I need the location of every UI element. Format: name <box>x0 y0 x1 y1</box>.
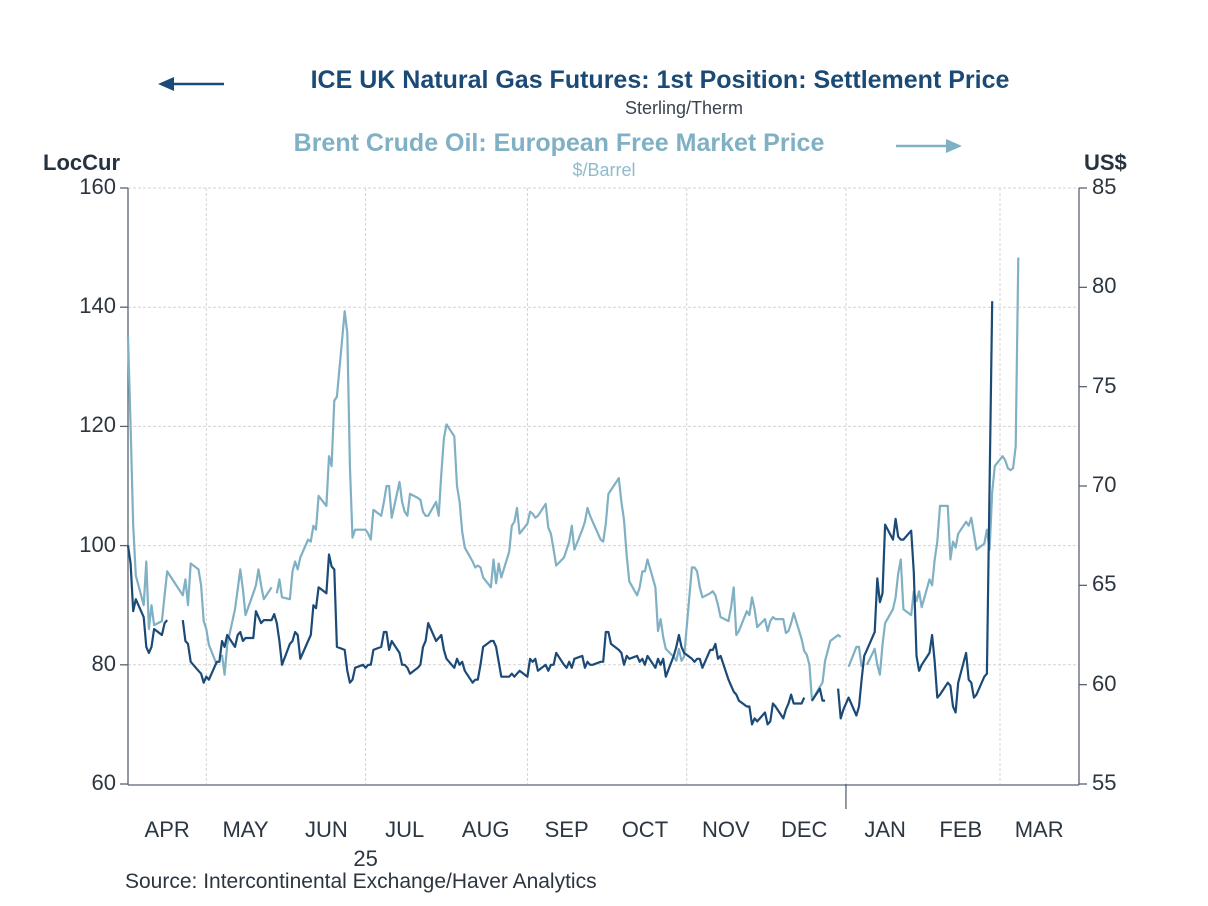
series-line-segment <box>865 257 1020 676</box>
left-arrow-icon <box>158 77 224 91</box>
right-tick-label: 85 <box>1092 174 1117 199</box>
left-tick-label: 80 <box>91 650 116 676</box>
series-line-segment <box>126 545 169 655</box>
series2-units: $/Barrel <box>572 160 636 180</box>
series1-title-row: ICE UK Natural Gas Futures: 1st Position… <box>0 66 1208 95</box>
left-tick-label: 140 <box>79 293 116 319</box>
left-tick-label: 120 <box>79 412 116 438</box>
series-line-segment <box>220 568 273 676</box>
gridlines <box>128 187 1079 784</box>
right-axis-unit: US$ <box>1084 150 1127 175</box>
right-tick-label: 65 <box>1092 571 1117 597</box>
left-tick-label: 60 <box>91 770 116 795</box>
left-tick-label: 100 <box>79 531 116 557</box>
month-label: JUL <box>385 817 425 842</box>
month-label: JUN <box>305 817 348 842</box>
month-label: DEC <box>780 817 828 842</box>
series-line-segment <box>126 336 218 666</box>
right-tick-label: 75 <box>1092 372 1117 398</box>
month-label: FEB <box>939 817 983 842</box>
right-tick-label: 70 <box>1092 472 1117 497</box>
series2-title-row: Brent Crude Oil: European Free Market Pr… <box>0 129 1208 158</box>
month-label: MAY <box>222 817 269 842</box>
right-tick-label: 80 <box>1092 273 1117 299</box>
right-arrow-icon <box>896 139 962 153</box>
series1-units: Sterling/Therm <box>624 98 744 118</box>
series-lines <box>126 257 1020 726</box>
right-tick-label: 55 <box>1092 770 1117 795</box>
month-label: OCT <box>621 817 669 842</box>
series-line-segment <box>811 687 826 702</box>
source-note: Source: Intercontinental Exchange/Haver … <box>125 870 597 893</box>
series-line-segment <box>847 645 863 668</box>
month-label: SEP <box>544 817 589 842</box>
series-gas <box>126 301 994 726</box>
series2-title: Brent Crude Oil: European Free Market Pr… <box>293 129 825 157</box>
month-label: MAR <box>1014 817 1064 842</box>
series-line-segment <box>837 301 994 720</box>
month-label: JAN <box>864 817 906 842</box>
month-label: NOV <box>702 817 750 842</box>
month-label: APR <box>144 817 190 842</box>
month-label: AUG <box>461 817 510 842</box>
series1-title: ICE UK Natural Gas Futures: 1st Position… <box>310 66 1010 94</box>
left-tick-label: 160 <box>79 174 116 199</box>
x-axis-year-label: 25 <box>353 846 378 871</box>
series-brent <box>126 257 1020 702</box>
series-line-segment <box>181 553 806 726</box>
series-line-segment <box>275 310 842 702</box>
right-tick-label: 60 <box>1092 670 1117 696</box>
left-axis-unit: LocCur <box>43 150 120 175</box>
axes <box>120 187 1087 809</box>
